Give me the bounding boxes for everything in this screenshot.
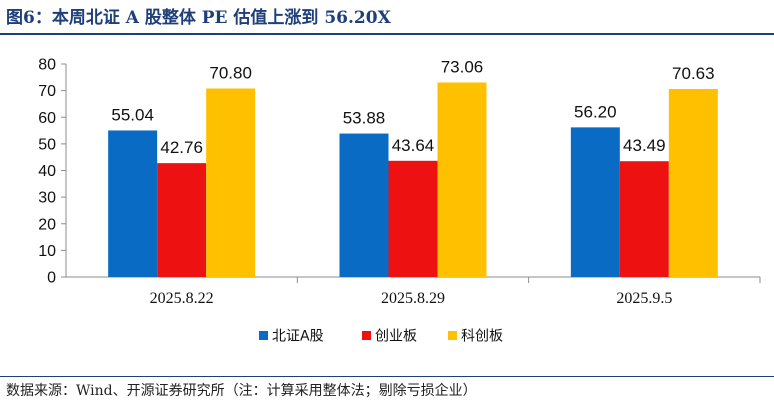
legend-swatch bbox=[259, 331, 268, 340]
data-label: 53.88 bbox=[343, 109, 386, 128]
y-tick-label: 60 bbox=[38, 110, 56, 127]
bar bbox=[206, 88, 256, 278]
legend-swatch bbox=[448, 331, 457, 340]
data-label: 43.49 bbox=[623, 136, 666, 155]
data-label: 42.76 bbox=[160, 138, 203, 157]
data-label: 55.04 bbox=[111, 105, 154, 124]
y-tick-label: 20 bbox=[38, 216, 56, 233]
bar-chart: 0 10 20 30 40 50 60 70 80 55.04 42.76 70.80 2025.8.2… bbox=[38, 57, 761, 345]
bottom-rule bbox=[0, 376, 774, 377]
legend-label: 北证A股 bbox=[272, 329, 324, 345]
source-note: 数据来源：Wind、开源证券研究所（注：计算采用整体法；剔除亏损企业） bbox=[6, 383, 477, 399]
legend-label: 创业板 bbox=[375, 329, 417, 345]
y-tick-label: 40 bbox=[38, 163, 56, 180]
y-tick-label: 30 bbox=[38, 190, 56, 207]
top-rule bbox=[0, 33, 774, 35]
bar bbox=[157, 163, 207, 277]
data-label: 56.20 bbox=[574, 102, 617, 121]
data-label: 43.64 bbox=[392, 136, 435, 155]
bar bbox=[108, 130, 158, 277]
bar bbox=[619, 161, 669, 277]
chart-title: 图6：本周北证 A 股整体 PE 估值上涨到 56.20X bbox=[6, 8, 391, 28]
legend-swatch bbox=[362, 331, 371, 340]
data-label: 70.80 bbox=[209, 63, 252, 82]
bar bbox=[388, 160, 438, 277]
y-tick-label: 0 bbox=[47, 270, 56, 287]
y-tick-label: 50 bbox=[38, 136, 56, 153]
data-label: 70.63 bbox=[672, 64, 715, 83]
bar bbox=[668, 88, 718, 277]
legend-label: 科创板 bbox=[461, 329, 503, 345]
data-label: 73.06 bbox=[441, 57, 484, 76]
y-tick-label: 80 bbox=[38, 57, 56, 74]
x-tick-label: 2025.9.5 bbox=[616, 290, 672, 307]
y-tick-label: 10 bbox=[38, 243, 56, 260]
x-tick-label: 2025.8.29 bbox=[381, 290, 445, 307]
bar bbox=[570, 127, 620, 278]
y-tick-label: 70 bbox=[38, 83, 56, 100]
x-tick-label: 2025.8.22 bbox=[150, 290, 214, 307]
bar bbox=[339, 133, 389, 277]
bar bbox=[437, 82, 487, 277]
